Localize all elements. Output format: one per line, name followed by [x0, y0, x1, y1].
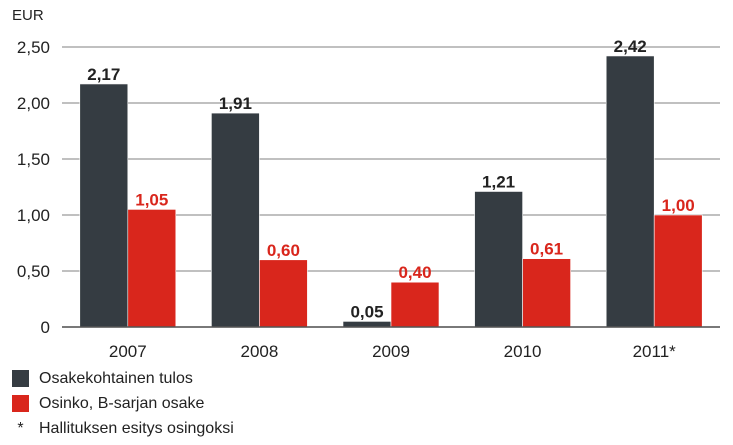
y-tick-label: 0: [41, 318, 50, 337]
y-tick-label: 1,00: [17, 206, 50, 225]
bar-eps: [605, 55, 655, 328]
data-label-dividend: 1,05: [135, 190, 168, 209]
y-tick-label: 1,50: [17, 150, 50, 169]
bar-eps: [474, 191, 523, 328]
legend-swatch-dividend: [12, 395, 29, 412]
bar-eps: [79, 83, 129, 328]
y-tick-label: 0,50: [17, 262, 50, 281]
data-label-eps: 1,21: [482, 172, 515, 191]
bar-chart: EUR 0 0,50 1,00 1,50 2,00 2,50 2,17 1,05 2007 1,91…: [12, 7, 720, 361]
x-tick-label: 2010: [504, 342, 542, 361]
data-label-dividend: 0,40: [398, 263, 431, 282]
bar-dividend: [390, 281, 440, 328]
data-label-eps: 1,91: [219, 94, 252, 113]
footnote-symbol: *: [17, 419, 24, 437]
legend-swatch-eps: [12, 370, 29, 387]
data-label-eps: 2,17: [87, 65, 120, 84]
legend-label-dividend: Osinko, B-sarjan osake: [39, 394, 205, 412]
legend: Osakekohtainen tulos Osinko, B-sarjan os…: [12, 366, 512, 441]
legend-label-eps: Osakekohtainen tulos: [39, 369, 193, 387]
data-label-eps: 0,05: [350, 302, 383, 321]
x-tick-label: 2008: [240, 342, 278, 361]
x-tick-label: 2011*: [633, 342, 677, 361]
footnote-text: Hallituksen esitys osingoksi: [39, 419, 234, 437]
bar-eps: [342, 321, 392, 328]
data-label-dividend: 0,61: [530, 240, 563, 259]
legend-item-eps: Osakekohtainen tulos: [12, 366, 512, 391]
footnote: * Hallituksen esitys osingoksi: [12, 416, 512, 441]
bar-dividend: [127, 209, 177, 328]
legend-item-dividend: Osinko, B-sarjan osake: [12, 391, 512, 416]
data-label-eps: 2,42: [614, 37, 647, 56]
x-tick-label: 2009: [372, 342, 410, 361]
bar-dividend: [259, 259, 308, 328]
x-tick-label: 2007: [109, 342, 147, 361]
y-tick-label: 2,50: [17, 38, 50, 57]
y-tick-label: 2,00: [17, 94, 50, 113]
data-label-dividend: 0,60: [267, 241, 300, 260]
bar-dividend: [653, 214, 703, 328]
y-axis-unit-label: EUR: [12, 7, 44, 24]
bar-dividend: [522, 258, 571, 328]
bar-eps: [211, 112, 260, 328]
data-label-dividend: 1,00: [662, 196, 695, 215]
